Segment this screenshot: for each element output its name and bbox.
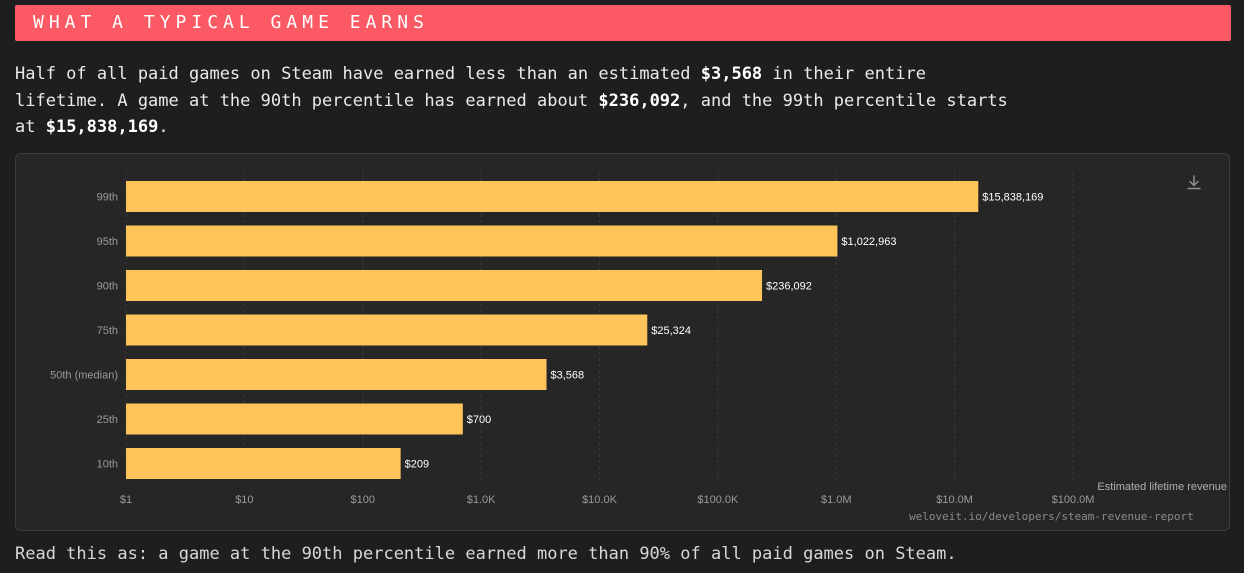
p99-value: $15,838,169 (45, 117, 159, 137)
x-tick-label: $10.0M (936, 494, 973, 506)
value-label: $236,092 (766, 281, 812, 293)
x-tick-label: $1.0K (467, 494, 496, 506)
value-label: $25,324 (651, 325, 691, 337)
x-tick-label: $10 (235, 494, 253, 506)
x-tick-label: $10.0K (582, 494, 618, 506)
bar (126, 181, 979, 212)
source-link[interactable]: weloveit.io/developers/steam-revenue-rep… (909, 510, 1194, 523)
category-label: 25th (97, 414, 118, 426)
bar (126, 225, 838, 257)
bar (126, 270, 763, 301)
download-icon[interactable] (1185, 174, 1203, 192)
value-label: $3,568 (551, 370, 585, 382)
section-banner: WHAT A TYPICAL GAME EARNS (15, 5, 1231, 41)
footer-note: Read this as: a game at the 90th percent… (15, 544, 957, 564)
category-label: 50th (median) (50, 370, 118, 382)
section-title: WHAT A TYPICAL GAME EARNS (33, 12, 429, 33)
bar (126, 403, 463, 435)
category-label: 75th (97, 325, 118, 337)
category-label: 10th (97, 459, 118, 471)
value-label: $15,838,169 (982, 192, 1043, 204)
x-tick-label: $100.0K (697, 494, 739, 506)
intro-text-4: . (158, 117, 169, 137)
x-tick-label: $1.0M (821, 494, 852, 506)
x-axis-label: Estimated lifetime revenue (1097, 481, 1227, 493)
intro-text-1: Half of all paid games on Steam have ear… (15, 64, 701, 84)
intro-paragraph: Half of all paid games on Steam have ear… (15, 61, 1015, 141)
bar (126, 314, 648, 346)
x-tick-label: $100 (351, 494, 375, 506)
bar (126, 448, 401, 479)
value-label: $1,022,963 (841, 236, 896, 248)
intro-text-3: , and the 99th percentile starts at (15, 90, 1008, 138)
value-label: $209 (405, 459, 429, 471)
category-label: 95th (97, 236, 118, 248)
category-label: 90th (97, 281, 118, 293)
bar (126, 359, 547, 390)
median-value: $3,568 (700, 64, 763, 84)
category-label: 99th (97, 192, 118, 204)
x-tick-label: $1 (120, 494, 132, 506)
x-tick-label: $100.0M (1052, 494, 1095, 506)
intro-text-2: in their entire lifetime. A game at the … (15, 64, 926, 111)
p90-value: $236,092 (598, 90, 681, 111)
value-label: $700 (467, 414, 491, 426)
